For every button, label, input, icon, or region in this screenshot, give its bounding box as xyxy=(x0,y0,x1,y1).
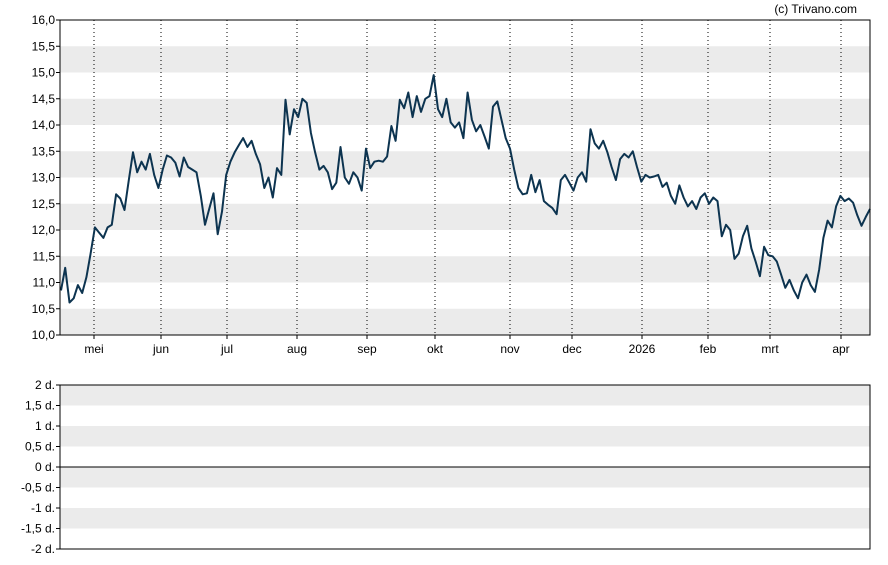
y-tick-label: 14,0 xyxy=(32,118,56,132)
x-tick-label: okt xyxy=(427,342,444,356)
y-tick-label: 10,0 xyxy=(32,328,56,342)
y-tick-label: 13,5 xyxy=(32,144,56,158)
y-tick-label: 15,5 xyxy=(32,39,56,53)
y-tick-label: 12,0 xyxy=(32,223,56,237)
price-chart-x-axis: mei jun jul aug sep okt nov dec 2026 feb mrt apr xyxy=(84,335,850,356)
copyright-label: (c) Trivano.com xyxy=(774,2,857,16)
price-chart-y-axis: 16,0 15,5 15,0 14,5 14,0 13,5 13,0 12,5 12,0 11,5… xyxy=(32,13,60,342)
indicator-y-tick-label: -1,5 d. xyxy=(21,522,55,536)
indicator-band xyxy=(60,426,870,447)
price-chart-frame xyxy=(59,19,871,336)
price-band xyxy=(60,256,870,283)
indicator-y-tick-label: -0,5 d. xyxy=(21,481,55,495)
y-tick-label: 12,5 xyxy=(32,197,56,211)
indicator-chart-frame xyxy=(59,384,871,550)
price-chart-vertical-gridlines xyxy=(93,20,842,335)
indicator-chart: 2 d. 1,5 d. 1 d. 0,5 d. 0 d. -0,5 d. -1 d. -1,5… xyxy=(21,378,871,556)
indicator-band xyxy=(60,467,870,488)
x-tick-label: feb xyxy=(700,342,717,356)
x-tick-label: mrt xyxy=(761,342,779,356)
y-tick-label: 11,0 xyxy=(33,276,56,290)
indicator-y-tick-label: -1 d. xyxy=(31,501,55,515)
price-chart: 16,0 15,5 15,0 14,5 14,0 13,5 13,0 12,5 12,0 11,5… xyxy=(32,13,871,356)
x-tick-label: jul xyxy=(220,342,233,356)
x-tick-label: nov xyxy=(500,342,519,356)
indicator-y-tick-label: 1 d. xyxy=(35,419,55,433)
indicator-band xyxy=(60,508,870,529)
indicator-y-tick-label: 0,5 d. xyxy=(25,440,55,454)
price-band xyxy=(60,308,870,335)
indicator-chart-y-axis: 2 d. 1,5 d. 1 d. 0,5 d. 0 d. -0,5 d. -1 d. -1,5… xyxy=(21,378,60,556)
price-chart-bands xyxy=(60,46,870,335)
x-tick-label: 2026 xyxy=(629,342,656,356)
y-tick-label: 13,0 xyxy=(32,171,56,185)
price-series-line xyxy=(60,74,871,304)
x-tick-label: mei xyxy=(84,342,103,356)
y-tick-label: 15,0 xyxy=(32,66,56,80)
indicator-chart-bands xyxy=(60,385,870,529)
x-tick-label: aug xyxy=(287,342,307,356)
indicator-y-tick-label: 0 d. xyxy=(35,460,55,474)
indicator-y-tick-label: 1,5 d. xyxy=(25,399,55,413)
x-tick-label: jun xyxy=(152,342,169,356)
indicator-band xyxy=(60,385,870,406)
price-band xyxy=(60,151,870,178)
y-tick-label: 14,5 xyxy=(32,92,56,106)
x-tick-label: apr xyxy=(832,342,849,356)
y-tick-label: 11,5 xyxy=(33,249,56,263)
y-tick-label: 10,5 xyxy=(32,302,56,316)
x-tick-label: dec xyxy=(562,342,581,356)
indicator-y-tick-label: -2 d. xyxy=(31,542,55,556)
x-tick-label: sep xyxy=(357,342,377,356)
indicator-y-tick-label: 2 d. xyxy=(35,378,55,392)
price-band xyxy=(60,46,870,73)
price-band xyxy=(60,203,870,230)
y-tick-label: 16,0 xyxy=(32,13,56,27)
